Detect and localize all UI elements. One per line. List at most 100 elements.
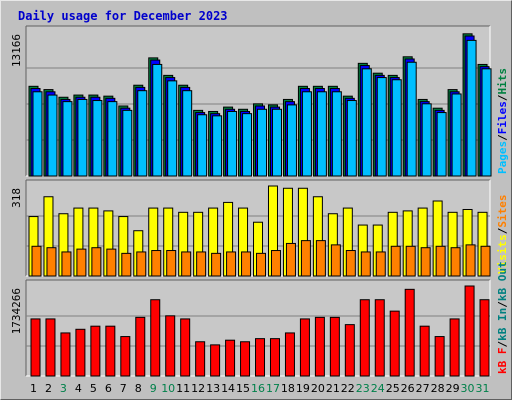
x-tick-label-15: 15 [236, 382, 250, 395]
x-tick-label-24: 24 [371, 382, 385, 395]
x-tick-label-22: 22 [341, 382, 355, 395]
bar-pages-day-13 [212, 115, 223, 177]
bar-kb-f-day-16 [255, 338, 266, 377]
x-tick-label-6: 6 [105, 382, 112, 395]
x-tick-label-20: 20 [311, 382, 325, 395]
panel-visits-sites: 318 Visits/Sites [10, 179, 509, 277]
bar-kb-f-day-9 [150, 299, 161, 377]
bar-sites-day-31 [480, 245, 491, 277]
bar-sites-day-3 [61, 251, 72, 277]
x-tick-label-17: 17 [266, 382, 280, 395]
x-tick-label-21: 21 [326, 382, 340, 395]
bar-kb-f-day-28 [434, 336, 445, 377]
bar-kb-f-day-11 [180, 318, 191, 377]
x-axis-labels: 1 2 3 4 5 6 7 8 9 10 11 12 13 14 15 16 17 18 19 20 21 22 23 24 2… [30, 382, 490, 395]
legend-entry: Pages [496, 141, 509, 174]
x-tick-label-29: 29 [446, 382, 460, 395]
bar-pages-day-25 [391, 79, 402, 177]
x-tick-label-23: 23 [356, 382, 370, 395]
bar-sites-day-4 [76, 248, 87, 277]
legend-entry: Hits [496, 68, 509, 95]
bar-kb-f-day-21 [329, 316, 340, 377]
bar-kb-f-day-22 [344, 324, 355, 377]
bar-pages-day-16 [257, 108, 268, 177]
bar-pages-day-9 [152, 63, 163, 177]
bar-sites-day-24 [375, 251, 386, 277]
bar-pages-day-10 [167, 80, 178, 177]
bar-kb-f-day-7 [120, 336, 131, 377]
legend: kB F/kB In/kB Out [496, 261, 509, 374]
legend-entry: / [496, 301, 509, 308]
bar-sites-day-2 [46, 247, 57, 277]
bar-kb-f-day-19 [299, 318, 310, 377]
x-tick-label-31: 31 [476, 382, 490, 395]
bar-pages-day-4 [77, 98, 88, 177]
bar-sites-day-27 [420, 247, 431, 277]
x-tick-label-16: 16 [251, 382, 265, 395]
bar-pages-day-28 [436, 112, 447, 177]
bar-pages-day-14 [227, 110, 238, 177]
bar-pages-day-29 [451, 93, 462, 177]
bar-kb-f-day-23 [359, 299, 370, 377]
x-tick-label-1: 1 [30, 382, 37, 395]
x-tick-label-13: 13 [206, 382, 220, 395]
bar-sites-day-15 [241, 251, 252, 277]
bar-sites-day-10 [166, 250, 177, 277]
bar-sites-day-23 [360, 251, 371, 277]
x-tick-label-27: 27 [416, 382, 430, 395]
bar-pages-day-3 [62, 101, 73, 177]
max-label: 318 [10, 188, 23, 208]
bar-pages-day-11 [182, 90, 193, 177]
bar-sites-day-11 [181, 251, 192, 277]
bar-sites-day-29 [450, 247, 461, 277]
x-tick-label-3: 3 [60, 382, 67, 395]
bar-kb-f-day-2 [45, 318, 56, 377]
bar-sites-day-30 [465, 244, 476, 277]
legend-entry: kB In [496, 308, 509, 341]
bar-pages-day-12 [197, 114, 208, 177]
bar-kb-f-day-15 [240, 341, 251, 377]
bar-pages-day-31 [481, 68, 492, 177]
bar-kb-f-day-5 [90, 325, 101, 377]
bar-pages-day-27 [421, 103, 432, 177]
legend: Pages/Files/Hits [496, 68, 509, 174]
x-tick-label-26: 26 [401, 382, 415, 395]
bar-pages-day-21 [331, 91, 342, 177]
bar-sites-day-5 [91, 247, 102, 277]
bar-kb-f-day-30 [464, 285, 475, 377]
bar-sites-day-13 [211, 252, 222, 277]
bar-pages-day-1 [32, 91, 43, 177]
panel-hits-files-pages: 13166 Pages/Files/Hits [10, 25, 509, 177]
x-tick-label-25: 25 [386, 382, 400, 395]
x-tick-label-4: 4 [75, 382, 82, 395]
x-tick-label-30: 30 [461, 382, 475, 395]
legend: Visits/Sites [496, 195, 509, 275]
bar-kb-f-day-20 [314, 316, 325, 377]
legend-entry: / [496, 134, 509, 141]
max-label: 13166 [10, 34, 23, 67]
bar-pages-day-7 [122, 109, 133, 177]
legend-entry: / [496, 341, 509, 348]
bar-sites-day-6 [106, 248, 117, 277]
legend-entry: / [496, 94, 509, 101]
legend-entry: Sites [496, 195, 509, 228]
bar-sites-day-16 [256, 252, 267, 277]
x-tick-label-8: 8 [135, 382, 142, 395]
bar-sites-day-19 [300, 240, 311, 277]
legend-entry: Visits [496, 234, 509, 274]
bar-sites-day-21 [330, 244, 341, 277]
bar-kb-f-day-3 [60, 332, 71, 377]
bar-pages-day-15 [242, 113, 253, 177]
x-tick-label-14: 14 [221, 382, 235, 395]
chart-panels: 13166Pages/Files/Hits318Visits/Sites1734… [10, 25, 509, 395]
x-tick-label-5: 5 [90, 382, 97, 395]
x-tick-label-2: 2 [45, 382, 52, 395]
bar-kb-f-day-6 [105, 325, 116, 377]
x-tick-label-10: 10 [161, 382, 175, 395]
bar-kb-f-day-17 [269, 338, 280, 377]
x-tick-label-7: 7 [120, 382, 127, 395]
bar-sites-day-26 [405, 245, 416, 277]
legend-entry: / [496, 227, 509, 234]
x-tick-label-9: 9 [150, 382, 157, 395]
bar-sites-day-9 [151, 250, 162, 277]
